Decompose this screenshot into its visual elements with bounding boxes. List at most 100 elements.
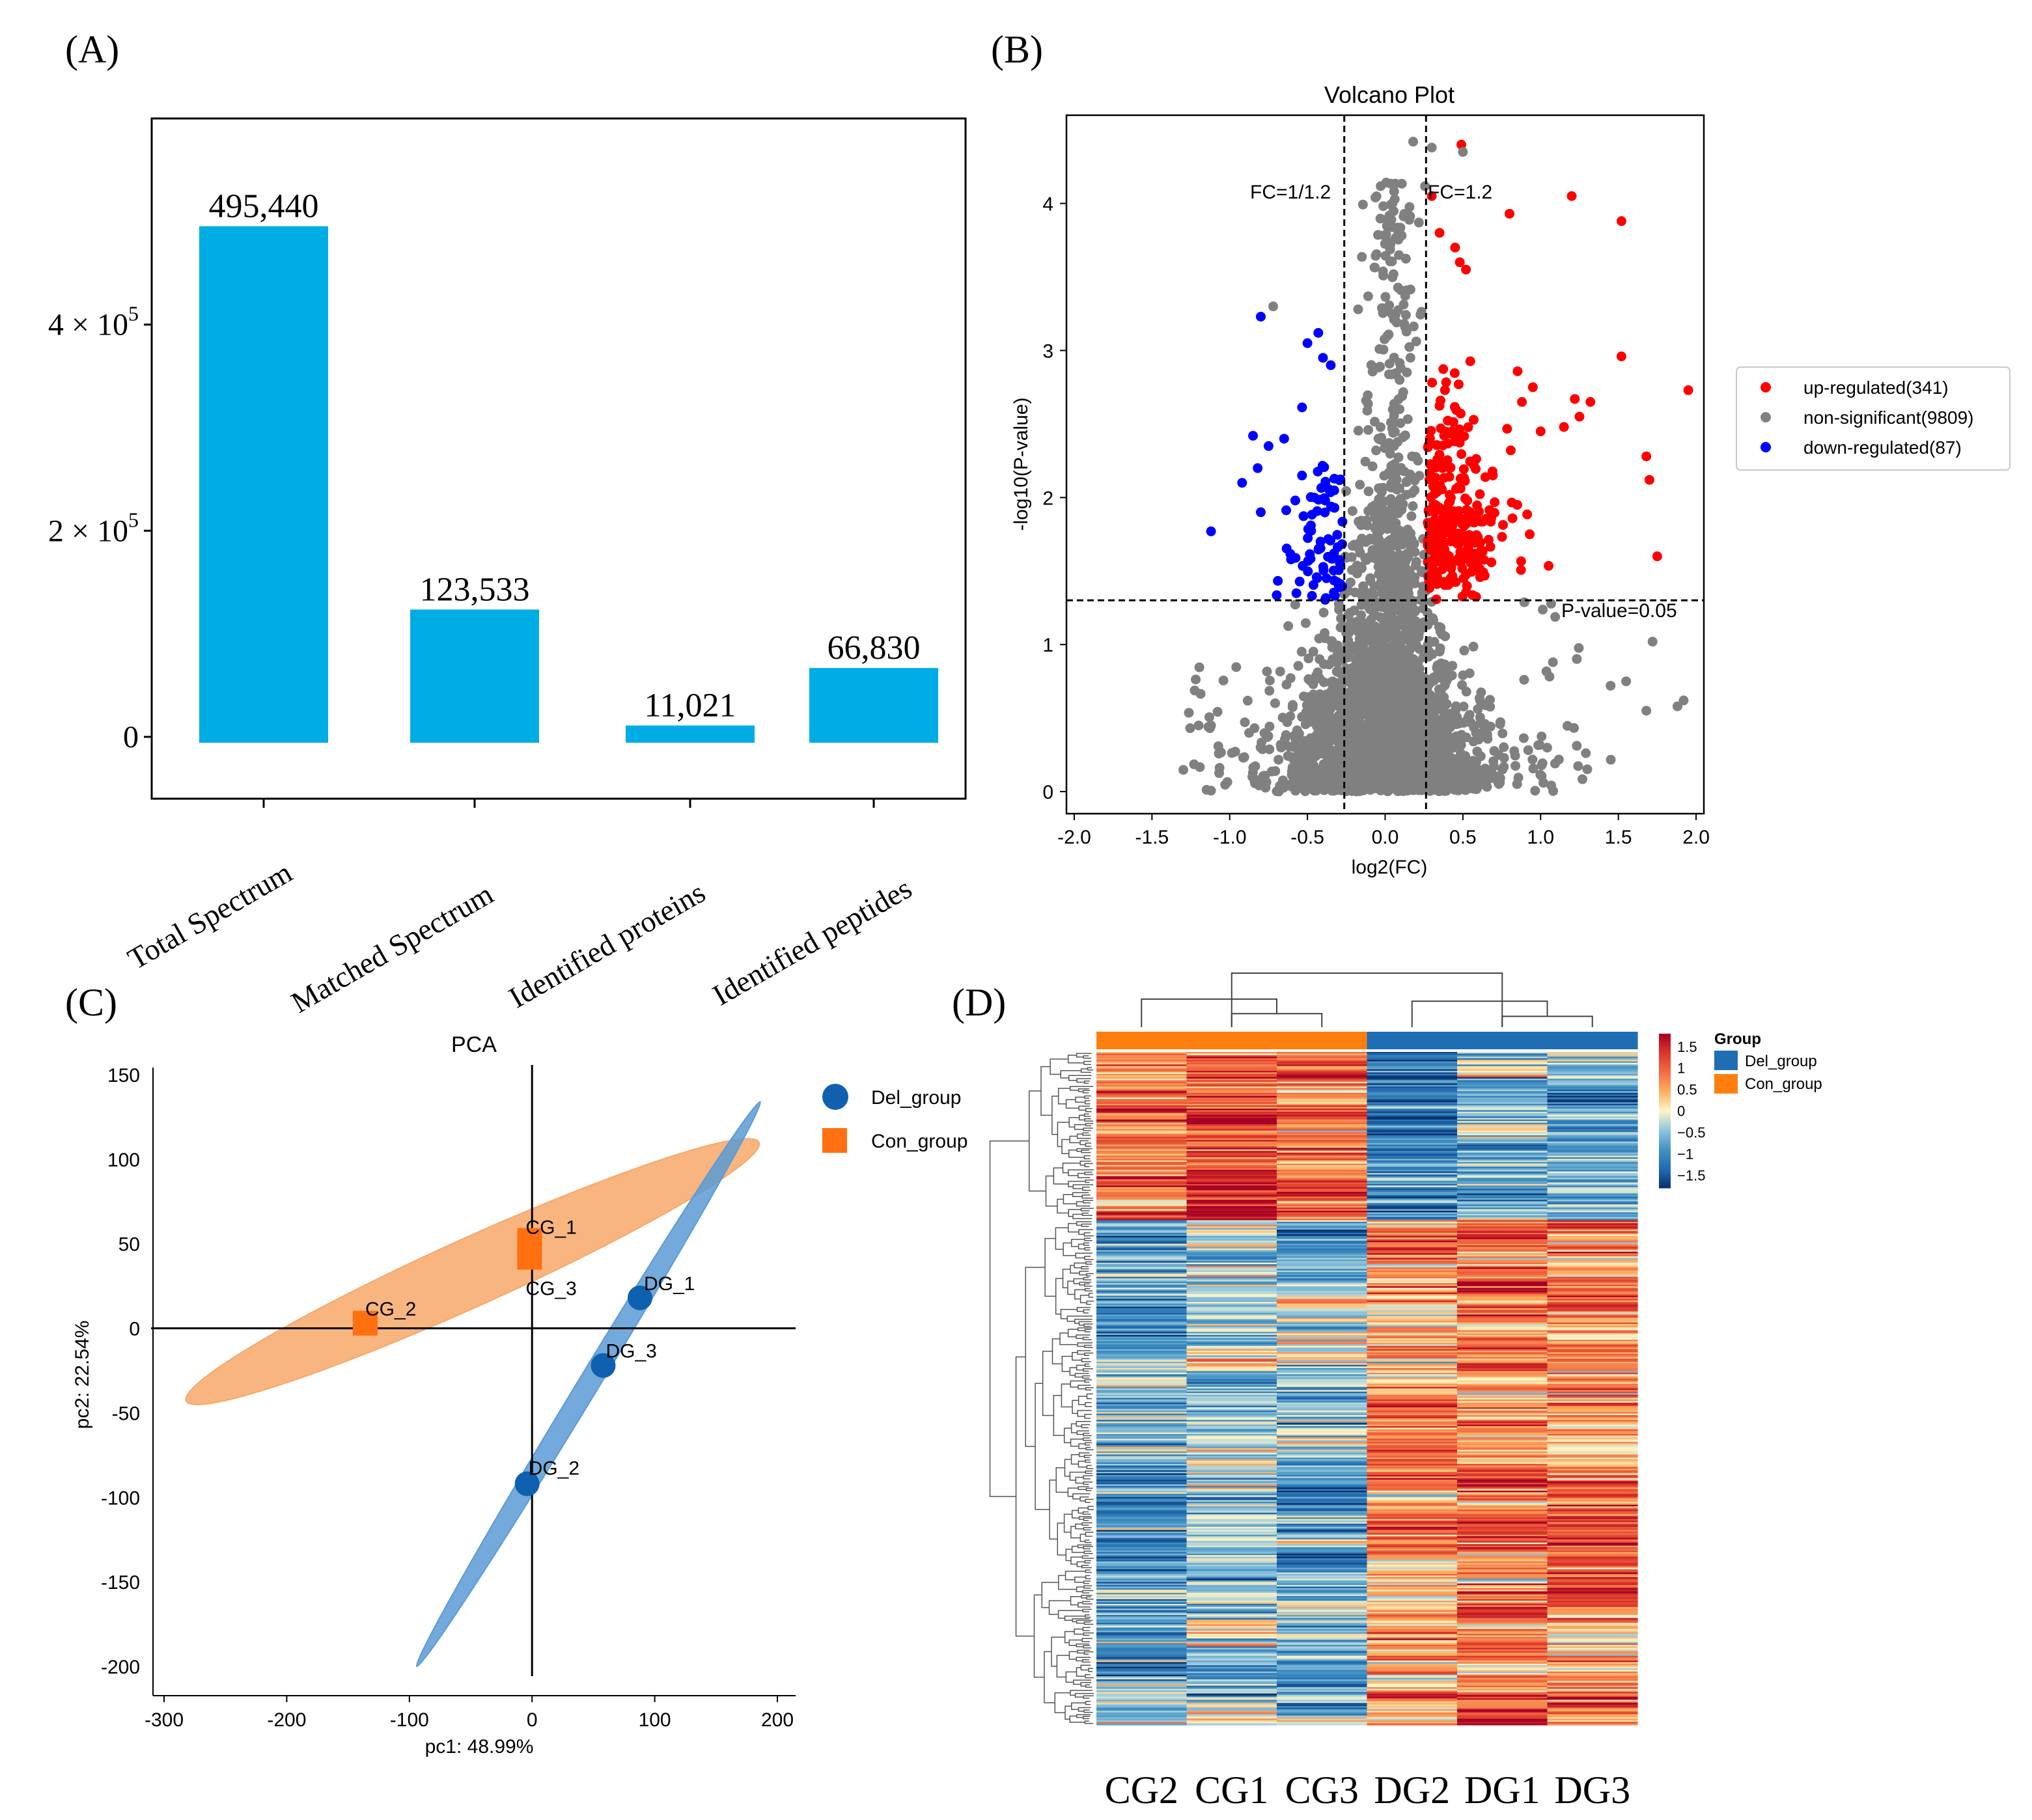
heatmap-cell [1457, 1314, 1548, 1317]
heatmap-cell [1186, 1459, 1277, 1461]
heatmap-cell [1186, 1423, 1277, 1426]
heatmap-cell [1186, 1398, 1277, 1400]
volcano-point [1445, 723, 1455, 733]
column-dendrogram-branch [1501, 1015, 1593, 1027]
volcano-point [1363, 486, 1374, 497]
heatmap-cell [1367, 1224, 1458, 1227]
volcano-point [1403, 588, 1413, 598]
heatmap-cell [1186, 1099, 1277, 1101]
volcano-point [1482, 775, 1493, 785]
heatmap-cell [1186, 1265, 1277, 1268]
heatmap-cell [1096, 1278, 1188, 1280]
volcano-point [1296, 646, 1307, 657]
heatmap-cell [1096, 1463, 1188, 1466]
volcano-point [1460, 476, 1470, 486]
heatmap-cell [1186, 1079, 1277, 1081]
heatmap-cell [1096, 1133, 1188, 1136]
heatmap-cell [1186, 1415, 1277, 1418]
heatmap-cell [1277, 1333, 1368, 1336]
heatmap-cell [1367, 1420, 1458, 1422]
heatmap-cell [1457, 1163, 1548, 1166]
volcano-point [1465, 356, 1475, 366]
heatmap-cell [1547, 1079, 1638, 1081]
heatmap-cell [1277, 1480, 1368, 1482]
heatmap-cell [1457, 1319, 1548, 1321]
volcano-point [1429, 528, 1440, 538]
volcano-point [1456, 408, 1466, 419]
heatmap-cell [1186, 1187, 1277, 1189]
heatmap-cell [1457, 1386, 1548, 1389]
volcano-point [1457, 680, 1468, 690]
heatmap-cell [1547, 1080, 1638, 1082]
heatmap-cell [1457, 1072, 1548, 1075]
heatmap-cell [1186, 1336, 1277, 1339]
heatmap-cell [1547, 1306, 1638, 1309]
heatmap-cell [1096, 1314, 1188, 1317]
heatmap-cell [1457, 1129, 1548, 1131]
heatmap-cell [1367, 1080, 1458, 1082]
heatmap-cell [1186, 1061, 1277, 1064]
heatmap-cell [1277, 1463, 1368, 1466]
pca-ellipse-con-group [185, 1138, 760, 1405]
heatmap-cell [1096, 1427, 1188, 1430]
heatmap-cell [1277, 1382, 1368, 1385]
heatmap-cell [1547, 1444, 1638, 1447]
heatmap-cell [1457, 1426, 1548, 1428]
heatmap-cell [1457, 1053, 1548, 1056]
volcano-point [1408, 747, 1418, 758]
heatmap-cell [1096, 1215, 1188, 1218]
volcano-point [1463, 422, 1473, 432]
heatmap-cell [1547, 1190, 1638, 1193]
heatmap-cell [1096, 1135, 1188, 1138]
heatmap-cell [1547, 1211, 1638, 1213]
heatmap-cell [1096, 1289, 1188, 1291]
heatmap-cell [1096, 1207, 1188, 1210]
volcano-point [1384, 300, 1395, 310]
volcano-point [1389, 186, 1399, 197]
heatmap-cell [1367, 1223, 1458, 1226]
heatmap-cell [1547, 1223, 1638, 1226]
pca-ylabel: pc2: 22.54% [72, 1321, 93, 1429]
volcano-point-down [1248, 430, 1259, 441]
volcano-point [1470, 538, 1481, 548]
heatmap-cell [1457, 1394, 1548, 1397]
volcano-point [1416, 780, 1427, 790]
heatmap-cell [1096, 1055, 1188, 1057]
heatmap-cell [1186, 1431, 1277, 1433]
heatmap-cell [1547, 1334, 1638, 1337]
heatmap-cell [1457, 1427, 1548, 1430]
heatmap-cell [1457, 1105, 1548, 1108]
heatmap-cell [1457, 1132, 1548, 1135]
heatmap-cell [1277, 1166, 1368, 1169]
heatmap-cell [1186, 1254, 1277, 1257]
heatmap-cell [1186, 1366, 1277, 1369]
heatmap-cell [1277, 1412, 1368, 1414]
heatmap-cell [1096, 1409, 1188, 1411]
heatmap-cell [1547, 1416, 1638, 1419]
heatmap-cell [1277, 1288, 1368, 1290]
heatmap-cell [1277, 1391, 1368, 1394]
heatmap-cell [1547, 1364, 1638, 1367]
heatmap-cell [1367, 1077, 1458, 1079]
heatmap-cell [1367, 1404, 1458, 1407]
heatmap-cell [1277, 1086, 1368, 1089]
heatmap-cell [1186, 1080, 1277, 1082]
heatmap-cell [1547, 1170, 1638, 1172]
volcano-annot-fc-low: FC=1/1.2 [1250, 182, 1331, 203]
heatmap-cell [1096, 1052, 1188, 1055]
volcano-point [1411, 337, 1421, 347]
heatmap-cell [1096, 1198, 1188, 1200]
heatmap-cell [1457, 1401, 1548, 1403]
heatmap-cell [1186, 1300, 1277, 1303]
volcano-point [1499, 752, 1509, 763]
volcano-point-up [1427, 191, 1437, 201]
heatmap-cell [1457, 1353, 1548, 1356]
heatmap-cell [1277, 1264, 1368, 1267]
volcano-point [1248, 762, 1259, 773]
volcano-point [1281, 505, 1292, 516]
volcano-point [1290, 600, 1300, 610]
heatmap-cell [1186, 1220, 1277, 1222]
heatmap-cell [1186, 1275, 1277, 1278]
heatmap-cell [1096, 1291, 1188, 1293]
heatmap-cell [1457, 1221, 1548, 1224]
